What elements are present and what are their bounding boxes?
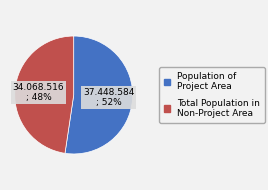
Legend: Population of
Project Area, Total Population in
Non-Project Area: Population of Project Area, Total Popula… xyxy=(159,67,265,123)
Text: 34.068.516
; 48%: 34.068.516 ; 48% xyxy=(13,83,64,102)
Wedge shape xyxy=(15,36,74,153)
Text: 37.448.584
; 52%: 37.448.584 ; 52% xyxy=(83,88,135,107)
Wedge shape xyxy=(65,36,133,154)
